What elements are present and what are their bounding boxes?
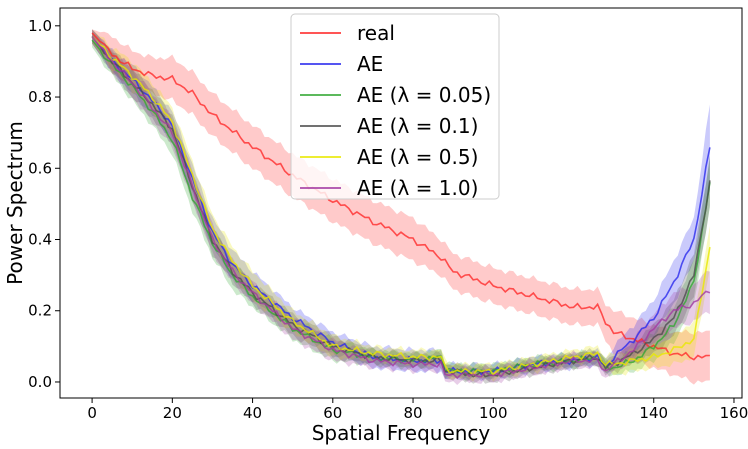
band-series-0 — [92, 29, 710, 385]
series-lines — [91, 32, 711, 380]
x-tick-label: 80 — [403, 404, 422, 422]
legend-label-5: AE (λ = 1.0) — [357, 176, 478, 200]
legend-label-1: AE — [357, 52, 383, 76]
band-series-5 — [92, 29, 710, 386]
legend: real AE AE (λ = 0.05) AE (λ = 0.1) AE (λ = 0… — [290, 13, 500, 200]
y-axis-title: Power Spectrum — [3, 121, 27, 285]
y-tick-label: 0.6 — [28, 159, 52, 177]
legend-label-0: real — [357, 21, 395, 45]
legend-label-3: AE (λ = 0.1) — [357, 114, 478, 138]
band-series-1 — [92, 29, 710, 382]
plot-frame — [59, 7, 743, 399]
x-axis-title: Spatial Frequency — [312, 421, 491, 445]
legend-label-4: AE (λ = 0.5) — [357, 145, 478, 169]
y-tick-label: 0.0 — [28, 373, 52, 391]
line-series-5 — [91, 36, 711, 380]
legend-box — [290, 13, 500, 200]
y-tick-label: 1.0 — [28, 17, 52, 35]
y-tick-label: 0.2 — [28, 302, 52, 320]
band-series-2 — [92, 32, 710, 382]
x-tick-label: 60 — [323, 404, 342, 422]
x-tick-label: 0 — [87, 404, 97, 422]
y-tick-label: 0.4 — [28, 231, 52, 249]
x-tick-label: 20 — [163, 404, 182, 422]
y-tick-label: 0.8 — [28, 88, 52, 106]
x-tick-label: 100 — [479, 404, 508, 422]
x-tick-label: 120 — [559, 404, 588, 422]
line-series-0 — [91, 32, 710, 361]
x-tick-label: 40 — [243, 404, 262, 422]
x-tick-label: 160 — [720, 404, 748, 422]
y-axis-ticks: 0.0 0.2 0.4 0.6 0.8 1.0 — [28, 17, 60, 391]
confidence-bands — [92, 29, 710, 386]
x-axis-ticks: 0 20 40 60 80 100 120 140 160 — [87, 398, 748, 422]
x-tick-label: 140 — [639, 404, 668, 422]
legend-label-2: AE (λ = 0.05) — [357, 83, 491, 107]
band-series-3 — [92, 29, 710, 384]
line-series-4 — [91, 35, 711, 376]
